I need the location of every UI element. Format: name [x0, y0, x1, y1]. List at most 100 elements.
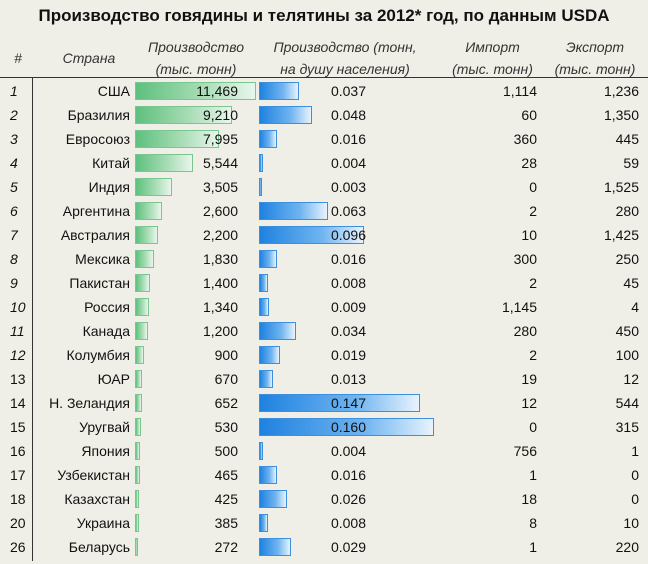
row-per-capita: 0.013	[259, 367, 366, 391]
row-rank: 15	[10, 415, 26, 439]
row-import: 1	[440, 463, 537, 487]
row-per-capita: 0.008	[259, 271, 366, 295]
header-import-line1: Импорт	[440, 36, 545, 58]
row-import: 756	[440, 439, 537, 463]
table-row: 4 Китай 5,544 0.004 28 59	[0, 151, 648, 175]
row-country: Беларусь	[40, 535, 130, 559]
row-export: 1,236	[545, 79, 639, 103]
row-per-capita: 0.016	[259, 247, 366, 271]
row-rank: 7	[10, 223, 18, 247]
table-row: 2 Бразилия 9,210 0.048 60 1,350	[0, 103, 648, 127]
row-per-capita: 0.029	[259, 535, 366, 559]
row-per-capita: 0.160	[259, 415, 366, 439]
row-import: 18	[440, 487, 537, 511]
row-country: Канада	[40, 319, 130, 343]
row-import: 300	[440, 247, 537, 271]
row-per-capita: 0.063	[259, 199, 366, 223]
header-per-capita: Производство (тонн, на душу населения)	[259, 36, 431, 80]
row-production: 1,200	[135, 319, 238, 343]
table-row: 10 Россия 1,340 0.009 1,145 4	[0, 295, 648, 319]
row-country: Пакистан	[40, 271, 130, 295]
table-row: 5 Индия 3,505 0.003 0 1,525	[0, 175, 648, 199]
row-production: 900	[135, 343, 238, 367]
table-row: 9 Пакистан 1,400 0.008 2 45	[0, 271, 648, 295]
row-export: 45	[545, 271, 639, 295]
row-import: 12	[440, 391, 537, 415]
row-rank: 16	[10, 439, 26, 463]
row-export: 1,525	[545, 175, 639, 199]
table-row: 12 Колумбия 900 0.019 2 100	[0, 343, 648, 367]
row-country: Мексика	[40, 247, 130, 271]
row-per-capita: 0.004	[259, 151, 366, 175]
row-production: 425	[135, 487, 238, 511]
row-production: 9,210	[135, 103, 238, 127]
table-row: 17 Узбекистан 465 0.016 1 0	[0, 463, 648, 487]
row-production: 272	[135, 535, 238, 559]
row-rank: 18	[10, 487, 26, 511]
row-export: 12	[545, 367, 639, 391]
row-rank: 9	[10, 271, 18, 295]
row-country: Уругвай	[40, 415, 130, 439]
header-per-capita-line1: Производство (тонн,	[259, 36, 431, 58]
row-export: 544	[545, 391, 639, 415]
header-export: Экспорт (тыс. тонн)	[545, 36, 645, 80]
header-rank: #	[4, 47, 32, 69]
row-rank: 12	[10, 343, 26, 367]
row-import: 19	[440, 367, 537, 391]
row-rank: 4	[10, 151, 18, 175]
row-country: США	[40, 79, 130, 103]
row-rank: 13	[10, 367, 26, 391]
row-country: Индия	[40, 175, 130, 199]
row-rank: 20	[10, 511, 26, 535]
row-country: Китай	[40, 151, 130, 175]
table-row: 11 Канада 1,200 0.034 280 450	[0, 319, 648, 343]
row-production: 11,469	[135, 79, 238, 103]
row-export: 0	[545, 463, 639, 487]
row-per-capita: 0.034	[259, 319, 366, 343]
row-import: 1	[440, 535, 537, 559]
table-row: 3 Евросоюз 7,995 0.016 360 445	[0, 127, 648, 151]
row-per-capita: 0.016	[259, 127, 366, 151]
row-per-capita: 0.008	[259, 511, 366, 535]
row-country: Бразилия	[40, 103, 130, 127]
row-export: 280	[545, 199, 639, 223]
row-country: Евросоюз	[40, 127, 130, 151]
row-per-capita: 0.004	[259, 439, 366, 463]
row-import: 8	[440, 511, 537, 535]
row-production: 1,830	[135, 247, 238, 271]
header-divider	[0, 77, 648, 78]
table-row: 7 Австралия 2,200 0.096 10 1,425	[0, 223, 648, 247]
row-rank: 26	[10, 535, 26, 559]
header-export-line1: Экспорт	[545, 36, 645, 58]
row-country: Япония	[40, 439, 130, 463]
row-import: 60	[440, 103, 537, 127]
table-row: 13 ЮАР 670 0.013 19 12	[0, 367, 648, 391]
row-rank: 8	[10, 247, 18, 271]
row-export: 450	[545, 319, 639, 343]
row-export: 100	[545, 343, 639, 367]
row-country: Казахстан	[40, 487, 130, 511]
row-export: 1,350	[545, 103, 639, 127]
table-row: 14 Н. Зеландия 652 0.147 12 544	[0, 391, 648, 415]
row-rank: 14	[10, 391, 26, 415]
row-import: 2	[440, 343, 537, 367]
row-export: 315	[545, 415, 639, 439]
row-export: 445	[545, 127, 639, 151]
row-export: 250	[545, 247, 639, 271]
header-production-line1: Производство	[135, 36, 257, 58]
row-import: 10	[440, 223, 537, 247]
row-country: Россия	[40, 295, 130, 319]
row-country: Узбекистан	[40, 463, 130, 487]
row-production: 2,600	[135, 199, 238, 223]
row-production: 1,400	[135, 271, 238, 295]
row-production: 530	[135, 415, 238, 439]
row-rank: 10	[10, 295, 26, 319]
row-rank: 2	[10, 103, 18, 127]
row-import: 280	[440, 319, 537, 343]
row-per-capita: 0.048	[259, 103, 366, 127]
row-production: 652	[135, 391, 238, 415]
row-import: 1,114	[440, 79, 537, 103]
row-production: 2,200	[135, 223, 238, 247]
row-per-capita: 0.019	[259, 343, 366, 367]
header-import: Импорт (тыс. тонн)	[440, 36, 545, 80]
